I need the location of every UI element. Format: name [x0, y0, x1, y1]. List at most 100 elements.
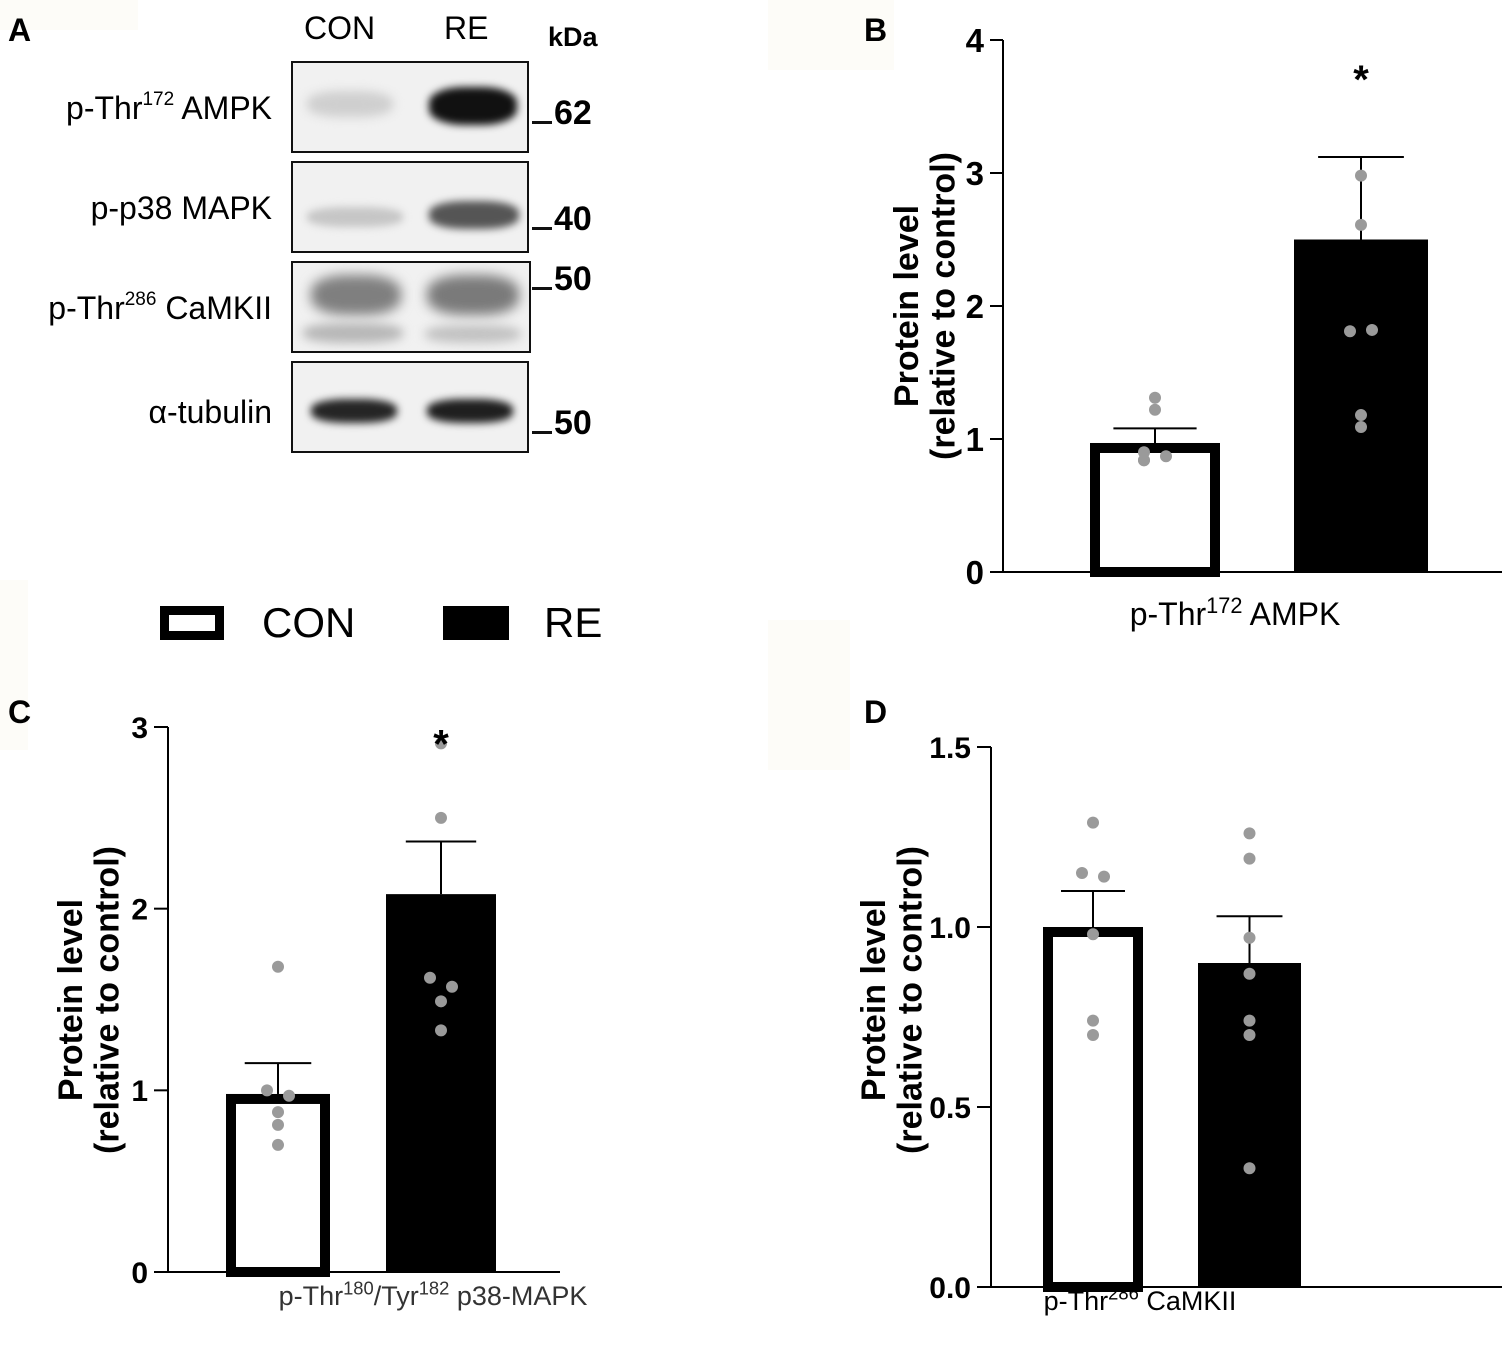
data-point — [1087, 928, 1099, 941]
data-point — [1243, 1014, 1256, 1027]
data-point — [1098, 870, 1110, 883]
x-label-superscript: 172 — [1206, 593, 1242, 618]
data-point — [1243, 931, 1256, 944]
mw-marker-40: 40 — [532, 202, 592, 236]
panel-letter-b: B — [864, 12, 888, 48]
data-point — [424, 971, 436, 984]
data-point — [1355, 169, 1367, 182]
blot-p-ampk — [291, 61, 529, 153]
blot-alpha-tubulin — [291, 361, 529, 453]
blot-label-p-p38-mapk: p-p38 MAPK — [90, 190, 272, 226]
lane-header-re: RE — [444, 10, 489, 46]
panel-letter-background — [768, 0, 894, 70]
x-axis-label: p-Thr172 AMPK — [1130, 593, 1341, 632]
band-con — [311, 399, 397, 423]
y-axis-label-line1: Protein level — [855, 899, 893, 1101]
band-con — [307, 207, 403, 227]
chart-b: 0 1 2 3 4 Protein level(relative to control) *… — [888, 22, 1502, 632]
panel-letter-c: C — [8, 694, 32, 730]
data-point — [435, 737, 447, 750]
x-label-text: AMPK — [1242, 596, 1340, 632]
legend: CON RE — [0, 590, 700, 660]
data-point — [1087, 1014, 1099, 1027]
y-axis-label-line1: Protein level — [52, 899, 90, 1101]
y-tick-label: 1 — [131, 1075, 148, 1108]
data-point — [1355, 421, 1367, 434]
y-tick-label: 4 — [966, 22, 985, 59]
data-point — [1355, 409, 1367, 422]
data-point — [1138, 454, 1150, 467]
panel-letter-background — [0, 0, 138, 30]
x-label-text: p38-MAPK — [449, 1281, 587, 1311]
y-tick-label: 1.0 — [929, 912, 971, 945]
y-tick-label: 0.5 — [929, 1092, 971, 1125]
band-re — [427, 399, 513, 423]
y-tick-label: 1 — [966, 421, 984, 458]
data-point — [1243, 1029, 1256, 1041]
blot-label-p-camkii: p-Thr286 CaMKII — [48, 289, 272, 326]
legend-swatch-re — [443, 606, 509, 640]
bar-con — [1043, 927, 1143, 1292]
x-axis-label: p-Thr180/Tyr182 p38-MAPK — [279, 1278, 588, 1311]
data-point — [1366, 323, 1378, 336]
band-re — [429, 201, 519, 229]
y-axis-label: Protein level(relative to control) — [888, 152, 963, 460]
data-point — [1243, 967, 1256, 980]
data-point — [435, 995, 447, 1008]
y-axis-label: Protein level(relative to control) — [52, 846, 127, 1154]
data-point — [1076, 867, 1088, 879]
y-axis-label-line2: (relative to control) — [89, 846, 127, 1154]
mw-marker-50-tubulin: 50 — [532, 406, 592, 440]
bar-re — [1198, 963, 1301, 1287]
chart-b-plot: 0 1 2 3 4 Protein level(relative to control) *… — [888, 22, 1502, 632]
x-label-superscript: 180 — [343, 1278, 374, 1299]
y-tick-label: 2 — [966, 288, 984, 325]
data-point — [446, 980, 458, 993]
chart-c: 0 1 2 3 Protein level(relative to control) * p… — [52, 712, 587, 1311]
data-point — [1087, 816, 1099, 829]
blot-label-alpha-tubulin: α-tubulin — [148, 394, 272, 430]
band-con-upper — [311, 275, 401, 315]
x-label-text: CaMKII — [1139, 1286, 1237, 1316]
significance-asterisk: * — [1353, 58, 1369, 102]
x-label-text: p-Thr — [1044, 1286, 1109, 1316]
y-axis-label: Protein level(relative to control) — [855, 846, 930, 1154]
x-label-superscript: 182 — [419, 1278, 450, 1299]
data-point — [1243, 852, 1256, 865]
panel-letter-background — [0, 580, 28, 750]
data-point — [1344, 325, 1356, 338]
data-point — [1160, 450, 1172, 463]
band-re-lower — [425, 325, 521, 343]
x-axis-label: p-Thr286 CaMKII — [1044, 1283, 1237, 1316]
chart-c-plot: 0 1 2 3 Protein level(relative to control) * p… — [52, 712, 587, 1311]
chart-d-plot: 0.0 0.5 1.0 1.5 Protein level(relative to co… — [855, 732, 1502, 1316]
blot-label-p-ampk: p-Thr172 AMPK — [66, 89, 272, 126]
blot-p-camkii — [291, 261, 531, 353]
band-re — [429, 87, 517, 125]
data-point — [283, 1089, 295, 1102]
y-tick-label: 0 — [966, 554, 984, 591]
data-point — [272, 1138, 284, 1151]
bar-re — [1294, 239, 1428, 572]
panel-letter-background — [768, 620, 850, 770]
band-con — [307, 91, 393, 117]
y-tick-label: 3 — [131, 712, 148, 745]
mw-marker-62: 62 — [532, 96, 592, 130]
data-point — [435, 1024, 447, 1037]
x-label-text: p-Thr — [279, 1281, 344, 1311]
y-axis-label-line1: Protein level — [888, 205, 926, 407]
y-axis-label-line2: (relative to control) — [892, 846, 930, 1154]
kda-label: kDa — [548, 22, 598, 52]
y-tick-label: 0 — [131, 1257, 148, 1290]
bar-re — [386, 894, 496, 1272]
data-point — [1149, 391, 1161, 404]
panel-letter-a: A — [8, 12, 32, 48]
data-point — [1243, 827, 1256, 840]
y-tick-label: 0.0 — [929, 1272, 971, 1305]
x-label-text: p-Thr — [1130, 596, 1207, 632]
legend-swatch-con — [160, 606, 224, 640]
data-point — [1087, 1029, 1099, 1041]
data-point — [1149, 403, 1161, 416]
data-point — [272, 1106, 284, 1119]
y-tick-label: 3 — [966, 155, 984, 192]
